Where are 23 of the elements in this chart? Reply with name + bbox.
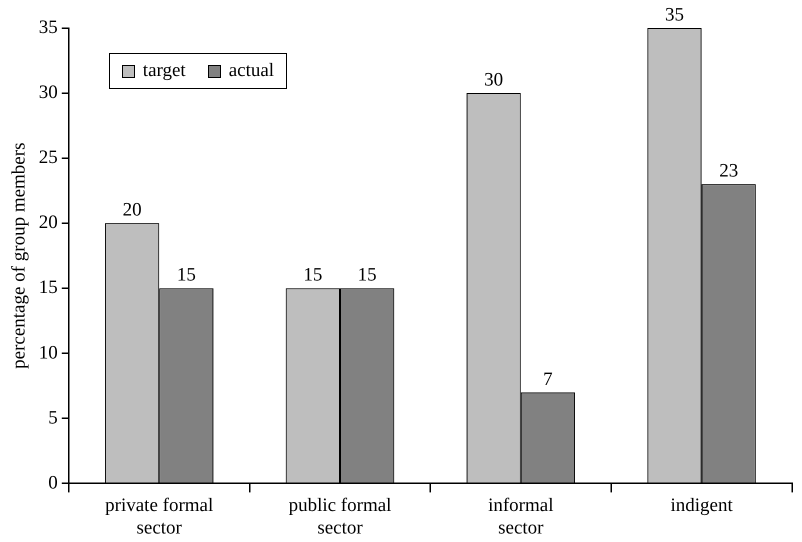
y-tick-label: 5 [48, 407, 58, 428]
legend-label: target [142, 60, 186, 82]
y-tick-label: 15 [38, 277, 58, 298]
y-axis-title: percentage of group members [8, 142, 30, 369]
data-label: 30 [484, 70, 504, 91]
y-tick-label: 20 [38, 212, 58, 234]
y-tick-label: 35 [38, 16, 58, 38]
y-tick-label: 30 [38, 82, 58, 104]
y-tick-label: 25 [38, 147, 58, 168]
data-label: 20 [122, 200, 142, 221]
x-tick-label: public formal sector [288, 494, 392, 539]
data-label: 15 [303, 264, 322, 286]
data-label: 35 [664, 4, 684, 26]
data-label: 15 [358, 264, 377, 286]
x-tick-label: informal sector [488, 494, 554, 539]
y-tick-label: 0 [48, 472, 58, 494]
data-label: 7 [543, 368, 553, 390]
x-tick-label: indigent [670, 494, 734, 516]
y-tick-label: 10 [38, 342, 58, 364]
legend-label: actual [228, 60, 274, 82]
data-label: 23 [719, 160, 738, 182]
x-tick-label: private formal sector [105, 494, 214, 539]
data-label: 15 [176, 264, 196, 286]
